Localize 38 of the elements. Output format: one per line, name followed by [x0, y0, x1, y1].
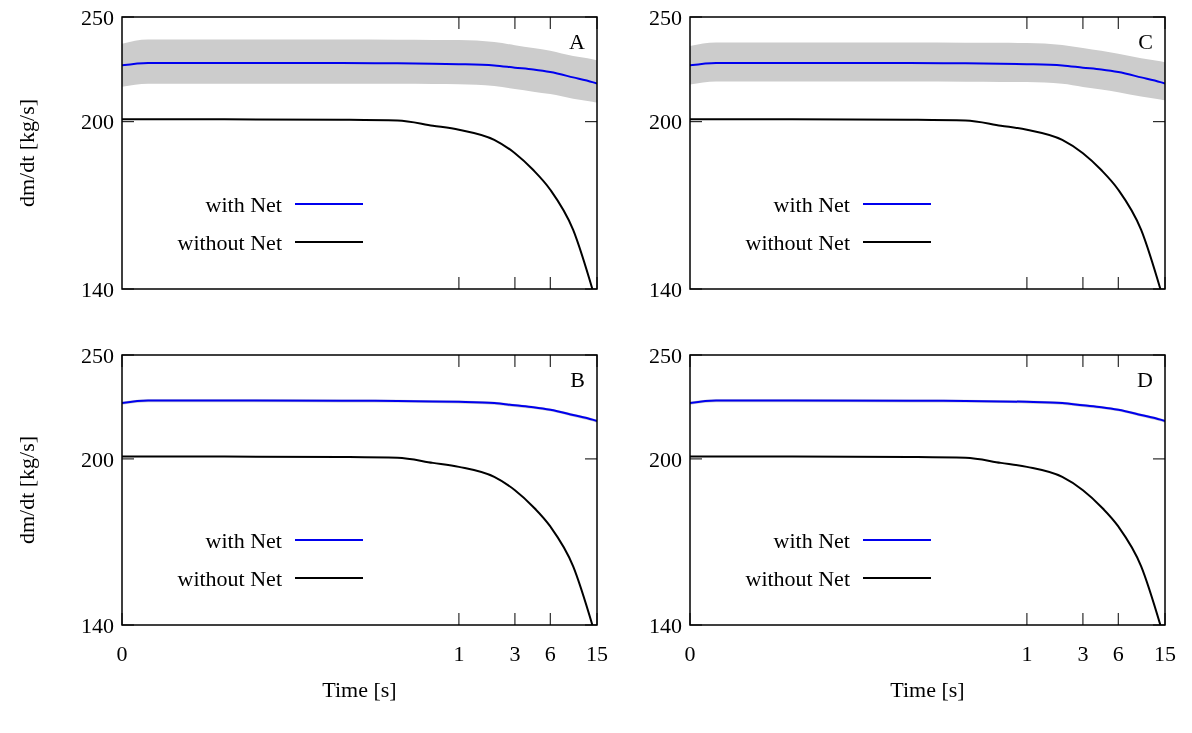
annotation: C: [1138, 29, 1153, 54]
x-tick-label: 15: [1154, 641, 1176, 666]
x-axis-title: Time [s]: [322, 677, 397, 702]
y-tick-label: 200: [81, 109, 114, 135]
annotation: D: [1137, 367, 1153, 392]
x-tick-label: 3: [1077, 641, 1089, 666]
y-tick-label: 140: [81, 612, 114, 638]
x-tick-label: 6: [544, 641, 556, 666]
legend-label: with Net: [205, 527, 282, 553]
x-tick-label: 1: [453, 641, 465, 666]
annotation: A: [569, 29, 586, 54]
legend-label: without Net: [745, 565, 850, 591]
x-tick-label: 1: [1021, 641, 1033, 666]
x-tick-label: 3: [509, 641, 521, 666]
x-axis-title: Time [s]: [890, 677, 965, 702]
y-tick-label: 250: [649, 342, 682, 368]
x-tick-label: 0: [684, 641, 696, 666]
y-tick-label: 250: [81, 342, 114, 368]
y-tick-label: 140: [649, 612, 682, 638]
y-tick-label: 200: [649, 446, 682, 472]
legend-label: without Net: [177, 565, 282, 591]
annotation: B: [570, 367, 585, 392]
legend-label: with Net: [773, 191, 850, 217]
legend-label: without Net: [177, 229, 282, 255]
y-tick-label: 250: [649, 4, 682, 30]
y-tick-label: 140: [81, 276, 114, 302]
y-axis-title: dm/dt [kg/s]: [14, 98, 39, 208]
y-tick-label: 200: [81, 446, 114, 472]
y-tick-label: 140: [649, 276, 682, 302]
legend-label: with Net: [773, 527, 850, 553]
y-axis-title: dm/dt [kg/s]: [14, 435, 39, 545]
y-tick-label: 250: [81, 4, 114, 30]
x-tick-label: 15: [586, 641, 608, 666]
y-tick-label: 200: [649, 109, 682, 135]
legend-label: with Net: [205, 191, 282, 217]
x-tick-label: 6: [1112, 641, 1124, 666]
legend-label: without Net: [745, 229, 850, 255]
x-tick-label: 0: [116, 641, 128, 666]
